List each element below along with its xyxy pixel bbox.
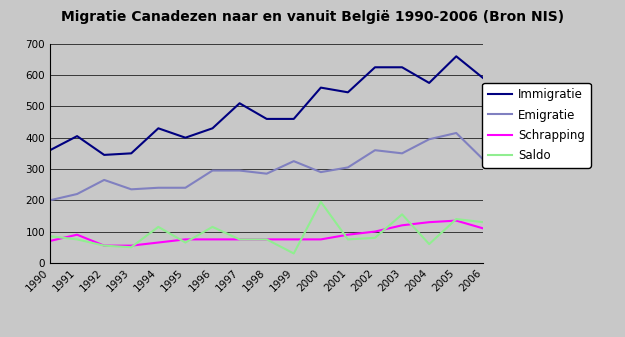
Emigratie	[236, 168, 243, 173]
Schrapping	[127, 244, 135, 248]
Saldo	[127, 245, 135, 249]
Immigratie	[73, 134, 81, 138]
Immigratie	[426, 81, 433, 85]
Saldo	[398, 212, 406, 216]
Schrapping	[154, 241, 162, 245]
Schrapping	[426, 220, 433, 224]
Schrapping	[479, 226, 487, 231]
Saldo	[182, 241, 189, 245]
Emigratie	[290, 159, 298, 163]
Immigratie	[263, 117, 271, 121]
Saldo	[452, 217, 460, 221]
Schrapping	[101, 244, 108, 248]
Saldo	[209, 225, 216, 229]
Emigratie	[263, 172, 271, 176]
Immigratie	[452, 54, 460, 58]
Emigratie	[127, 187, 135, 191]
Immigratie	[236, 101, 243, 105]
Saldo	[263, 237, 271, 241]
Emigratie	[73, 192, 81, 196]
Schrapping	[263, 237, 271, 241]
Schrapping	[236, 237, 243, 241]
Line: Saldo: Saldo	[50, 202, 483, 253]
Schrapping	[73, 233, 81, 237]
Line: Immigratie: Immigratie	[50, 56, 483, 155]
Emigratie	[101, 178, 108, 182]
Schrapping	[317, 237, 324, 241]
Immigratie	[317, 86, 324, 90]
Immigratie	[398, 65, 406, 69]
Saldo	[290, 251, 298, 255]
Schrapping	[209, 237, 216, 241]
Saldo	[46, 234, 54, 238]
Emigratie	[371, 148, 379, 152]
Saldo	[73, 237, 81, 241]
Line: Emigratie: Emigratie	[50, 133, 483, 200]
Emigratie	[344, 165, 352, 170]
Schrapping	[344, 233, 352, 237]
Emigratie	[398, 151, 406, 155]
Legend: Immigratie, Emigratie, Schrapping, Saldo: Immigratie, Emigratie, Schrapping, Saldo	[482, 83, 591, 167]
Immigratie	[127, 151, 135, 155]
Emigratie	[209, 168, 216, 173]
Emigratie	[317, 170, 324, 174]
Immigratie	[46, 148, 54, 152]
Emigratie	[46, 198, 54, 202]
Immigratie	[154, 126, 162, 130]
Schrapping	[398, 223, 406, 227]
Immigratie	[371, 65, 379, 69]
Emigratie	[182, 186, 189, 190]
Saldo	[154, 225, 162, 229]
Emigratie	[154, 186, 162, 190]
Schrapping	[452, 219, 460, 223]
Saldo	[317, 200, 324, 204]
Saldo	[426, 242, 433, 246]
Schrapping	[46, 239, 54, 243]
Emigratie	[426, 137, 433, 141]
Schrapping	[182, 237, 189, 241]
Saldo	[101, 244, 108, 248]
Saldo	[371, 236, 379, 240]
Saldo	[344, 237, 352, 241]
Text: Migratie Canadezen naar en vanuit België 1990-2006 (Bron NIS): Migratie Canadezen naar en vanuit België…	[61, 10, 564, 24]
Line: Schrapping: Schrapping	[50, 221, 483, 246]
Saldo	[479, 220, 487, 224]
Immigratie	[479, 76, 487, 80]
Immigratie	[101, 153, 108, 157]
Saldo	[236, 237, 243, 241]
Immigratie	[182, 136, 189, 140]
Schrapping	[371, 229, 379, 234]
Schrapping	[290, 237, 298, 241]
Immigratie	[344, 90, 352, 94]
Immigratie	[290, 117, 298, 121]
Immigratie	[209, 126, 216, 130]
Emigratie	[452, 131, 460, 135]
Emigratie	[479, 158, 487, 162]
